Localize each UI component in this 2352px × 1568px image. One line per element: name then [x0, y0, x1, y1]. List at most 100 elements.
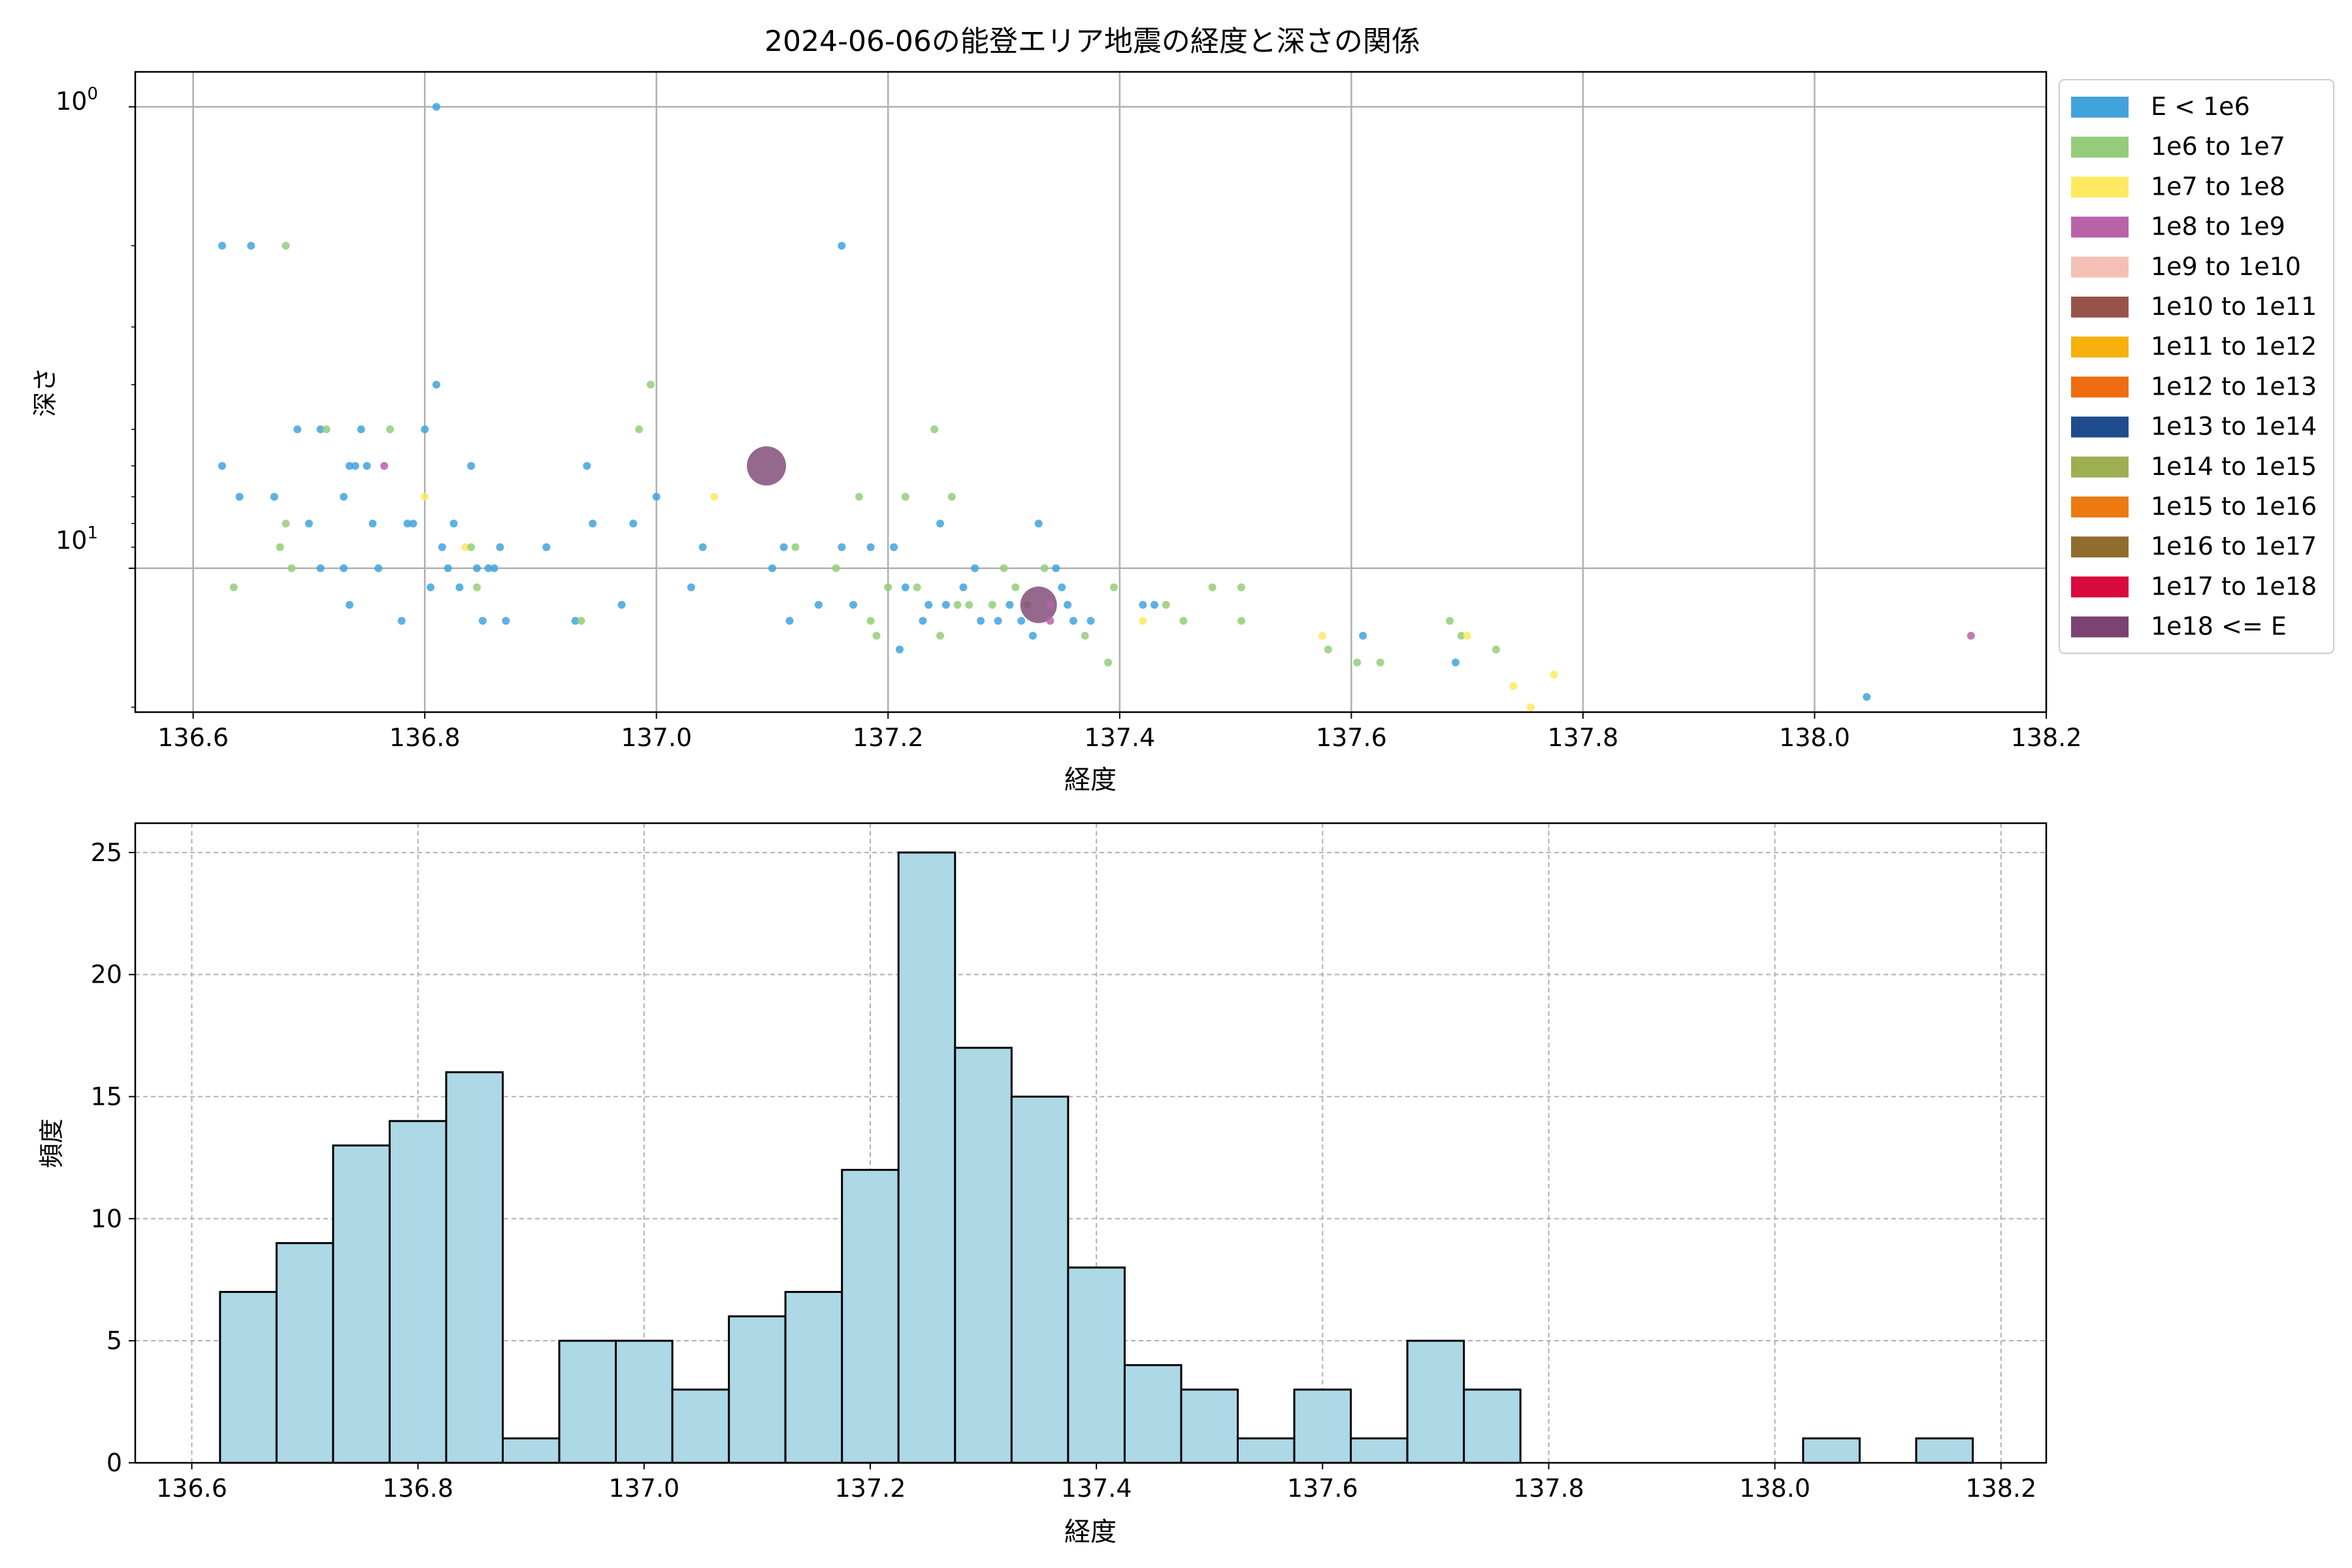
scatter-x-ticks: 136.6 136.8 137.0 137.2 137.4 137.6 137.8 138.0…	[157, 712, 2082, 752]
scatter-point	[1208, 583, 1217, 592]
legend-frame	[2059, 79, 2334, 654]
x-tick-label: 137.0	[621, 723, 692, 752]
legend-swatch	[2071, 336, 2129, 358]
scatter-point	[1151, 600, 1158, 609]
y-tick-label: 20	[91, 960, 122, 989]
histogram-y-axis-label: 頻度	[37, 1119, 66, 1168]
histogram-bar	[1802, 1437, 1861, 1464]
histogram-bar	[1293, 1388, 1352, 1464]
scatter-point	[374, 564, 383, 572]
x-tick-label: 137.4	[1084, 723, 1155, 752]
scatter-point	[1967, 632, 1975, 640]
scatter-point	[1034, 519, 1043, 528]
histogram-x-axis-label: 経度	[1064, 1517, 1117, 1547]
scatter-point	[838, 543, 846, 551]
histogram-bar	[671, 1388, 730, 1464]
scatter-point	[282, 519, 290, 528]
scatter-point	[1017, 617, 1026, 625]
scatter-point	[363, 462, 371, 470]
histogram-bar	[784, 1290, 843, 1464]
scatter-point	[1863, 693, 1871, 701]
scatter-point	[988, 600, 996, 609]
scatter-point	[340, 564, 348, 572]
scatter-axes-frame	[134, 71, 2048, 713]
scatter-point	[218, 462, 226, 470]
scatter-point	[316, 425, 325, 434]
scatter-point	[814, 600, 823, 609]
legend-label: 1e7 to 1e8	[2151, 172, 2285, 201]
scatter-point	[1463, 632, 1471, 640]
scatter-point	[1000, 564, 1008, 572]
scatter-point	[583, 462, 591, 470]
scatter-point	[421, 493, 429, 501]
scatter-point	[1064, 600, 1072, 609]
scatter-point	[589, 519, 597, 528]
legend-swatch	[2071, 497, 2129, 517]
scatter-point	[496, 543, 504, 551]
scatter-point	[1020, 586, 1057, 623]
scatter-point	[397, 617, 406, 625]
legend-label: 1e6 to 1e7	[2151, 132, 2285, 161]
legend-label: 1e12 to 1e13	[2151, 372, 2317, 400]
histogram-bar	[954, 1047, 1013, 1464]
scatter-point	[1237, 617, 1245, 625]
scatter-point	[941, 600, 950, 609]
scatter-point	[1139, 617, 1147, 625]
scatter-point	[901, 583, 909, 592]
histogram-bar	[445, 1071, 504, 1464]
scatter-point	[322, 425, 331, 434]
scatter-point	[247, 242, 255, 250]
legend-label: 1e14 to 1e15	[2151, 452, 2317, 481]
scatter-point	[438, 543, 446, 551]
histogram-bar	[558, 1339, 617, 1464]
legend-swatch	[2071, 176, 2129, 198]
scatter-point	[1446, 617, 1454, 625]
scatter-point	[270, 493, 278, 501]
scatter-point	[617, 600, 626, 609]
histogram-bar	[1123, 1364, 1183, 1464]
scatter-point	[403, 519, 412, 528]
legend-swatch	[2071, 376, 2129, 398]
legend-swatch	[2071, 256, 2129, 278]
scatter-point	[791, 543, 800, 551]
scatter-point	[849, 600, 858, 609]
scatter-point	[467, 543, 476, 551]
histogram-bar	[615, 1339, 674, 1464]
histogram-bar	[1067, 1266, 1126, 1464]
scatter-x-axis-label: 経度	[1064, 765, 1117, 795]
x-tick-label: 137.4	[1061, 1474, 1132, 1503]
legend-label: 1e9 to 1e10	[2151, 252, 2301, 281]
scatter-point	[953, 600, 962, 609]
scatter-point	[542, 543, 551, 551]
x-tick-label: 137.2	[835, 1474, 906, 1503]
scatter-point	[1052, 564, 1060, 572]
legend-label: 1e18 <= E	[2151, 612, 2287, 641]
x-tick-label: 136.8	[382, 1474, 453, 1503]
scatter-point	[890, 543, 898, 551]
legend-swatch	[2071, 216, 2129, 238]
legend-label: 1e11 to 1e12	[2151, 332, 2317, 361]
scatter-point	[971, 564, 979, 572]
scatter-point	[287, 564, 296, 572]
scatter-point	[785, 617, 794, 625]
scatter-point	[866, 617, 875, 625]
scatter-point	[340, 493, 348, 501]
x-tick-label: 137.8	[1513, 1474, 1584, 1503]
scatter-point	[444, 564, 452, 572]
scatter-point	[1011, 583, 1020, 592]
scatter-point	[218, 242, 226, 250]
legend-swatch	[2071, 576, 2129, 598]
scatter-point	[872, 632, 881, 640]
x-tick-label: 137.6	[1316, 723, 1387, 752]
scatter-point	[1069, 617, 1077, 625]
scatter-point	[1550, 670, 1558, 679]
scatter-point	[646, 380, 655, 389]
scatter-y-ticks: 100 101	[56, 84, 98, 555]
scatter-point	[571, 617, 580, 625]
scatter-point	[1109, 583, 1118, 592]
scatter-point	[276, 543, 284, 551]
scatter-y-axis-label: 深さ	[31, 367, 59, 417]
scatter-point	[747, 446, 787, 486]
scatter-point	[1086, 617, 1095, 625]
scatter-point	[936, 519, 945, 528]
